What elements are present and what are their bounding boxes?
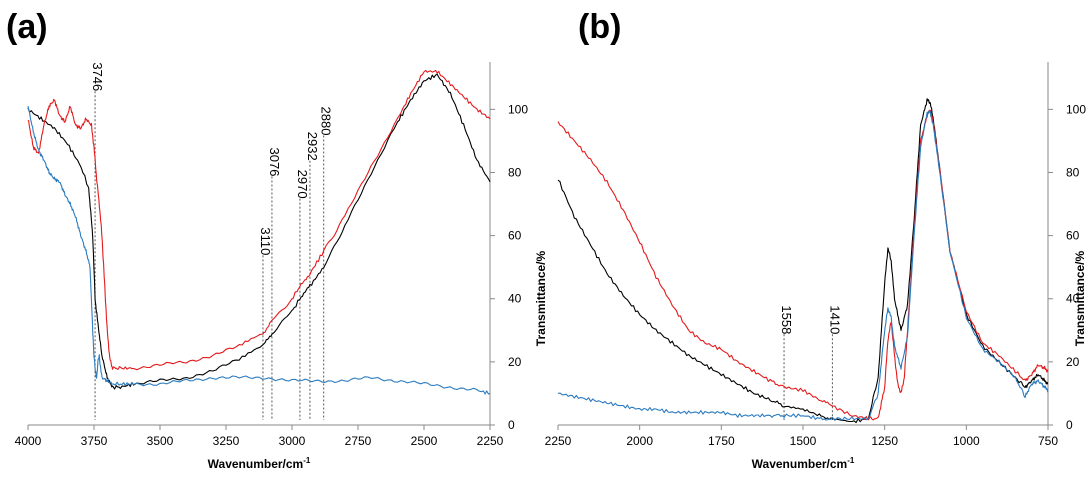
series-line-black — [557, 98, 1049, 424]
y-tick-label: 80 — [508, 165, 522, 179]
series-line-blue — [27, 106, 491, 395]
x-tick-label: 4000 — [15, 434, 42, 448]
x-tick-label: 3750 — [81, 434, 108, 448]
peak-label: 2880 — [319, 107, 334, 136]
x-tick-label: 2500 — [411, 434, 438, 448]
series-line-red — [557, 109, 1049, 421]
x-tick-label: 1750 — [708, 434, 735, 448]
series-line-red — [27, 69, 491, 371]
y-tick-label: 0 — [508, 418, 515, 432]
peak-label: 1558 — [779, 305, 794, 334]
y-tick-label: 100 — [508, 102, 528, 116]
x-tick-label: 2250 — [545, 434, 572, 448]
peak-label: 2932 — [305, 132, 320, 161]
chart-panel-b: 2250 2000 1750 1500 1250 1000 750 0 20 40 60 80 100 W… — [545, 62, 1087, 471]
y-tick-label: 60 — [1066, 229, 1080, 243]
chart-panel-a: 4000 3750 3500 3250 3000 2750 2500 2250 0 20 40 60 8… — [15, 62, 548, 471]
x-tick-label: 3500 — [147, 434, 174, 448]
x-tick-label: 2250 — [477, 434, 504, 448]
panel-label-a: (a) — [6, 8, 48, 46]
x-tick-label: 1000 — [953, 434, 980, 448]
y-tick-label: 60 — [508, 229, 522, 243]
y-tick-label: 40 — [508, 292, 522, 306]
y-tick-label: 100 — [1066, 102, 1086, 116]
y-tick-label: 0 — [1066, 418, 1073, 432]
y-tick-label: 40 — [1066, 292, 1080, 306]
y-axis-title: Transmittance/% — [1073, 250, 1087, 346]
y-tick-label: 20 — [1066, 355, 1080, 369]
x-tick-label: 3000 — [279, 434, 306, 448]
y-axis-title: Transmittance/% — [534, 250, 548, 346]
x-axis-title: Wavenumber/cm-1 — [208, 456, 311, 471]
panel-label-b: (b) — [578, 8, 622, 46]
series-line-blue — [557, 110, 1049, 421]
peak-label: 3746 — [90, 62, 105, 91]
series-line-black — [27, 73, 491, 390]
peak-label: 3110 — [258, 227, 273, 255]
peak-label: 1410 — [827, 305, 842, 334]
x-tick-label: 1250 — [871, 434, 898, 448]
peak-label: 2970 — [295, 170, 310, 199]
x-tick-label: 750 — [1038, 434, 1058, 448]
x-tick-label: 3250 — [213, 434, 240, 448]
x-tick-label: 1500 — [790, 434, 817, 448]
x-tick-label: 2000 — [626, 434, 653, 448]
peak-label: 3076 — [267, 148, 282, 177]
x-axis-title: Wavenumber/cm-1 — [752, 456, 855, 471]
x-tick-label: 2750 — [345, 434, 372, 448]
y-tick-label: 20 — [508, 355, 522, 369]
y-tick-label: 80 — [1066, 165, 1080, 179]
